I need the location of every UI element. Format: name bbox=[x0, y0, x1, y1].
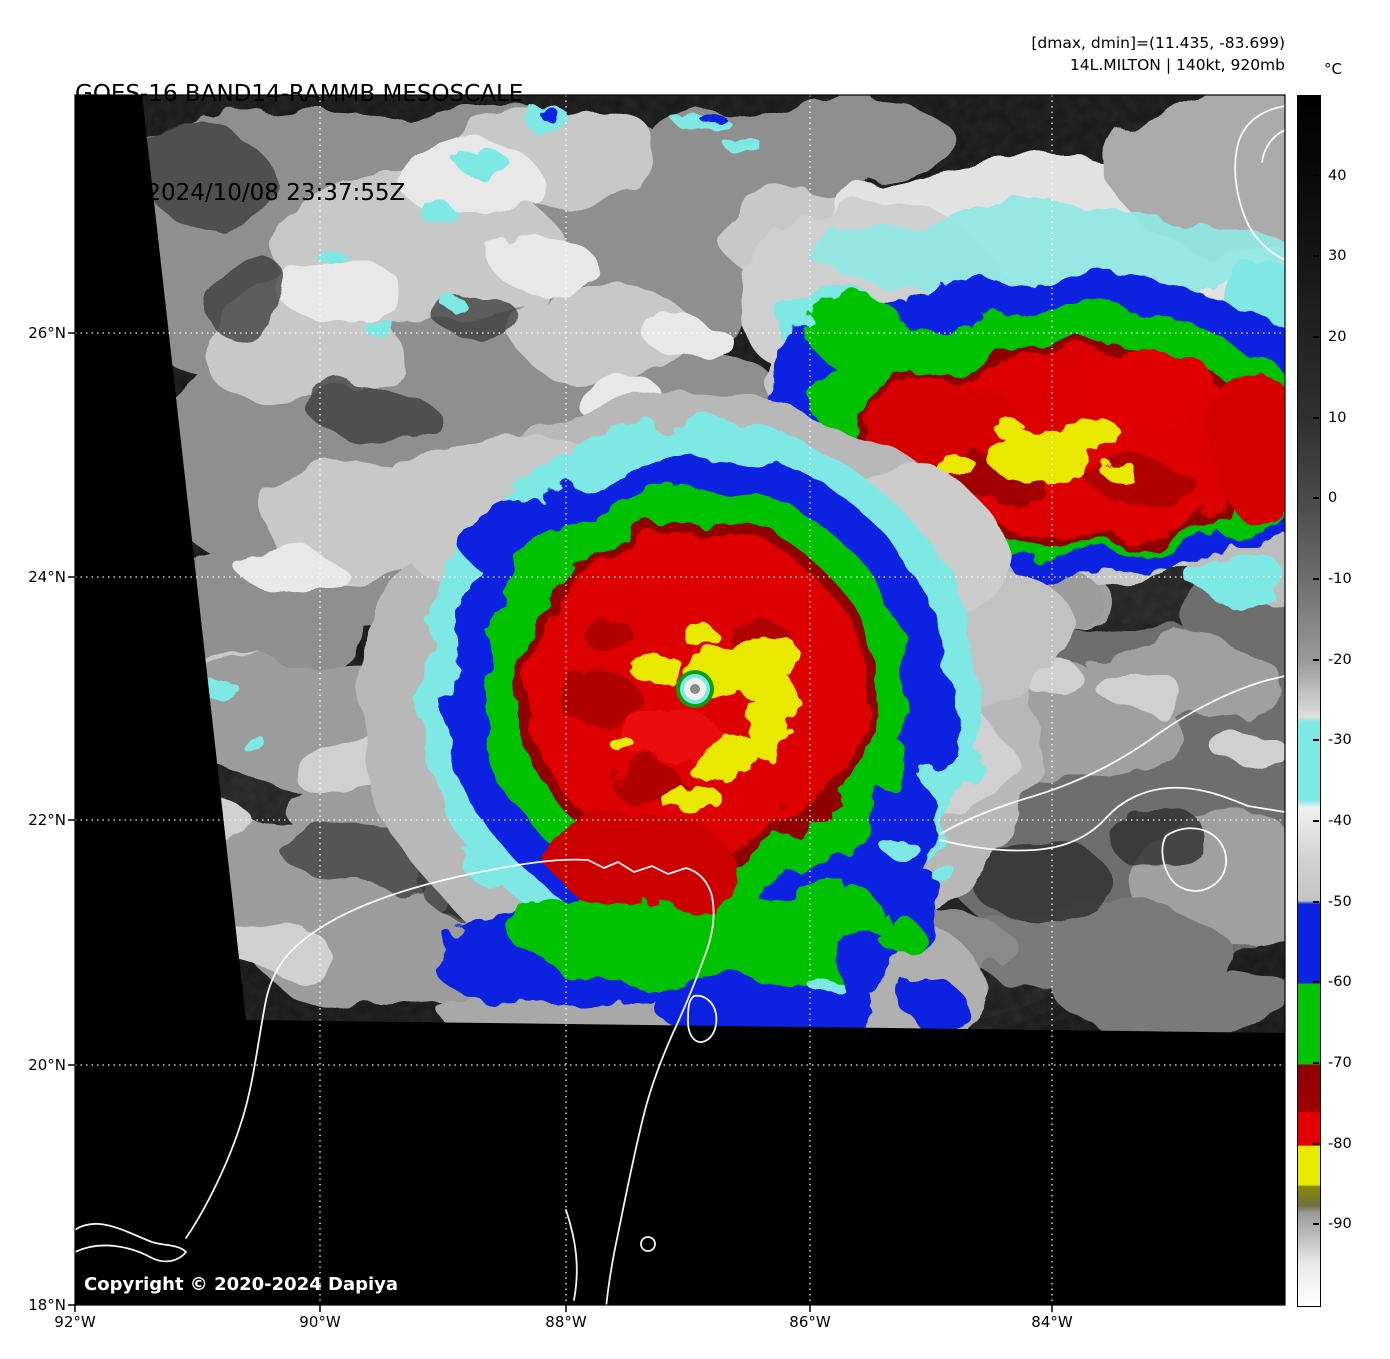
copyright-text: Copyright © 2020-2024 Dapiya bbox=[84, 1274, 399, 1295]
storm-info: 14L.MILTON | 140kt, 920mb bbox=[1069, 56, 1285, 74]
colorbar-tick-mark bbox=[1313, 739, 1319, 741]
convective-complex-northeast bbox=[730, 95, 1285, 660]
map-frame bbox=[74, 94, 1286, 1306]
page-title: GOES-16 BAND14-RAMMB MESOSCALE bbox=[75, 81, 524, 107]
hurricane-eyewall-yellow bbox=[610, 626, 801, 811]
island-cozumel bbox=[687, 994, 718, 1043]
colorbar-tick-label: 40 bbox=[1328, 168, 1347, 184]
lon-label: 92°W bbox=[54, 1313, 96, 1331]
sector-mask bbox=[75, 95, 1285, 1305]
outer-bands-southeast bbox=[804, 810, 960, 1033]
colorbar-tick-mark bbox=[1313, 497, 1319, 499]
colorbar-unit-label: °C bbox=[1324, 60, 1342, 78]
colorbar-tick-label: -30 bbox=[1328, 732, 1352, 748]
colorbar-scale bbox=[1297, 95, 1321, 1307]
lon-label: 90°W bbox=[299, 1313, 341, 1331]
coastline-cuba-south bbox=[939, 786, 1285, 852]
island-small bbox=[640, 1236, 656, 1252]
lat-label: 24°N bbox=[28, 568, 66, 586]
colorbar-tick-label: 0 bbox=[1328, 490, 1338, 506]
lat-label: 18°N bbox=[28, 1296, 66, 1314]
colorbar-tick-label: 10 bbox=[1328, 410, 1347, 426]
colorbar-tick-label: 20 bbox=[1328, 329, 1347, 345]
colorbar-tick-mark bbox=[1313, 981, 1319, 983]
coastline-yucatan bbox=[185, 858, 715, 1305]
colorbar-tick-label: -10 bbox=[1328, 571, 1352, 587]
coastlines bbox=[75, 105, 1285, 1305]
colorbar-tick-mark bbox=[1313, 174, 1319, 176]
colorbar-tick-label: -60 bbox=[1328, 974, 1352, 990]
hurricane-milton bbox=[360, 395, 1080, 1080]
colorbar-tick-label: -50 bbox=[1328, 894, 1352, 910]
dmax-dmin-readout: [dmax, dmin]=(11.435, -83.699) bbox=[1031, 34, 1285, 52]
colorbar-tick-mark bbox=[1313, 1223, 1319, 1225]
colorbar-tick-label: -90 bbox=[1328, 1216, 1352, 1232]
colorbar-tick-mark bbox=[1313, 255, 1319, 257]
axis-ticks bbox=[68, 332, 1053, 1312]
lon-label: 84°W bbox=[1031, 1313, 1073, 1331]
island-juventud bbox=[1161, 827, 1227, 892]
colorbar-tick-mark bbox=[1313, 336, 1319, 338]
colorbar-tick-label: 30 bbox=[1328, 248, 1347, 264]
colorbar-tick-mark bbox=[1313, 578, 1319, 580]
colorbar-tick-mark bbox=[1313, 1143, 1319, 1145]
colorbar-tick-mark bbox=[1313, 820, 1319, 822]
lat-label: 22°N bbox=[28, 811, 66, 829]
colorbar-tick-mark bbox=[1313, 901, 1319, 903]
colorbar-tick-mark bbox=[1313, 417, 1319, 419]
lat-label: 26°N bbox=[28, 324, 66, 342]
coastline-cuba-north bbox=[939, 675, 1285, 835]
colorbar-tick-mark bbox=[1313, 659, 1319, 661]
coastline-florida bbox=[1234, 105, 1285, 261]
colorbar-tick-label: -80 bbox=[1328, 1136, 1352, 1152]
lon-label: 86°W bbox=[789, 1313, 831, 1331]
coastline-campeche bbox=[75, 1222, 187, 1263]
hurricane-eye bbox=[676, 670, 714, 708]
colorbar-tick-mark bbox=[1313, 1062, 1319, 1064]
graticule bbox=[75, 95, 1285, 1305]
coastline-florida-inner bbox=[1261, 129, 1285, 163]
timestamp: Time: 2024/10/08 23:37:55Z bbox=[75, 180, 406, 206]
lon-label: 88°W bbox=[545, 1313, 587, 1331]
colorbar-tick-label: -20 bbox=[1328, 652, 1352, 668]
colorbar-tick-label: -40 bbox=[1328, 813, 1352, 829]
coastline-belize-caye bbox=[565, 1209, 578, 1301]
colorbar-tick-label: -70 bbox=[1328, 1055, 1352, 1071]
lat-label: 20°N bbox=[28, 1056, 66, 1074]
